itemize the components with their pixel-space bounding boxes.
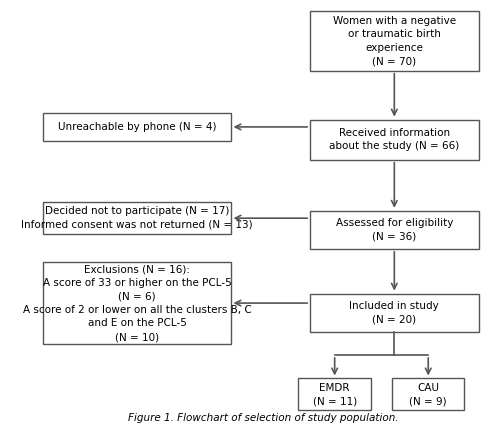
FancyBboxPatch shape — [310, 120, 478, 160]
FancyBboxPatch shape — [298, 378, 371, 410]
Text: Included in study
(N = 20): Included in study (N = 20) — [350, 301, 439, 324]
Text: Unreachable by phone (N = 4): Unreachable by phone (N = 4) — [58, 122, 216, 132]
Text: Women with a negative
or traumatic birth
experience
(N = 70): Women with a negative or traumatic birth… — [333, 15, 456, 66]
Text: Exclusions (N = 16):
A score of 33 or higher on the PCL-5
(N = 6)
A score of 2 o: Exclusions (N = 16): A score of 33 or hi… — [22, 264, 252, 342]
FancyBboxPatch shape — [44, 262, 230, 344]
FancyBboxPatch shape — [392, 378, 464, 410]
FancyBboxPatch shape — [310, 11, 478, 71]
FancyBboxPatch shape — [310, 294, 478, 332]
Text: Decided not to participate (N = 17)
Informed consent was not returned (N = 13): Decided not to participate (N = 17) Info… — [21, 206, 253, 230]
Text: EMDR
(N = 11): EMDR (N = 11) — [312, 383, 357, 406]
FancyBboxPatch shape — [44, 202, 230, 234]
Text: CAU
(N = 9): CAU (N = 9) — [410, 383, 447, 406]
FancyBboxPatch shape — [44, 113, 230, 141]
Text: Figure 1. Flowchart of selection of study population.: Figure 1. Flowchart of selection of stud… — [128, 413, 398, 423]
Text: Assessed for eligibility
(N = 36): Assessed for eligibility (N = 36) — [336, 218, 453, 242]
FancyBboxPatch shape — [310, 211, 478, 249]
Text: Received information
about the study (N = 66): Received information about the study (N … — [329, 128, 460, 151]
